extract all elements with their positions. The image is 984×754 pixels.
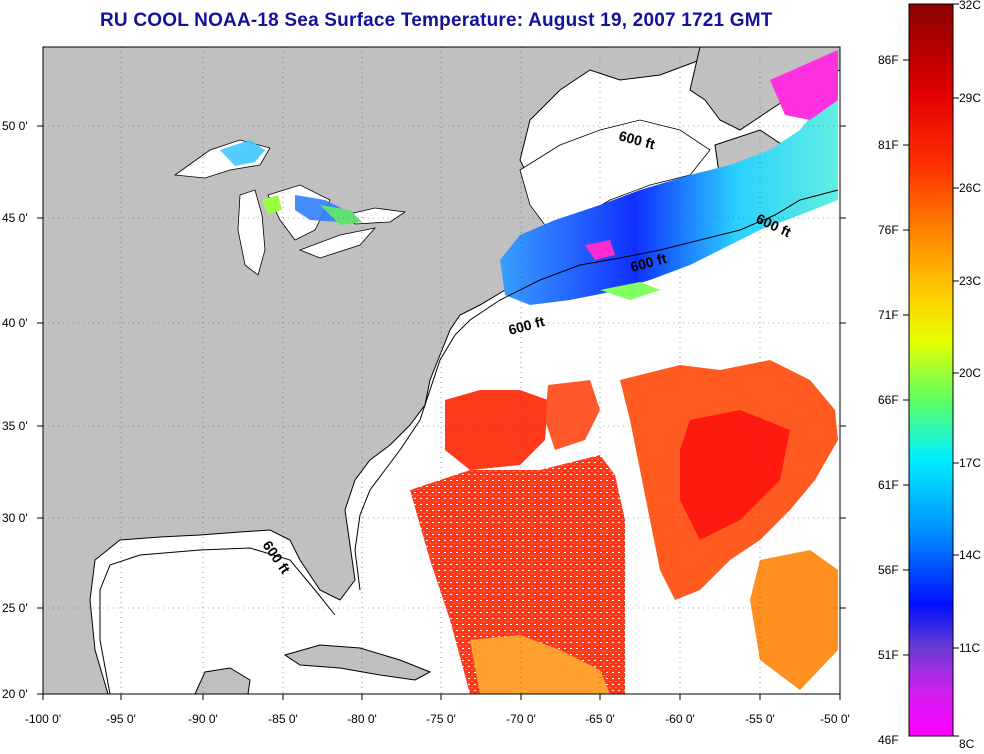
colorbar-f-label: 51F (878, 648, 899, 662)
colorbar-f-label: 86F (878, 53, 899, 67)
map-title: RU COOL NOAA-18 Sea Surface Temperature:… (100, 10, 773, 31)
y-axis-label: 30 0' (2, 511, 28, 525)
contour-600ft-southeast (354, 334, 456, 591)
cape-hatteras-warm-sst (445, 390, 548, 470)
x-axis-label: -85 0' (268, 712, 298, 726)
north-cold-water-sst (500, 95, 838, 305)
x-axis-label: -80 0' (347, 712, 377, 726)
colorbar-c-label: 29C (959, 91, 981, 105)
colorbar-f-label: 76F (878, 223, 899, 237)
colorbar-f-label: 56F (878, 563, 899, 577)
labrador-magenta-sst (770, 50, 838, 120)
lake-superior-sst (220, 140, 265, 166)
colorbar-c-label: 8C (959, 737, 975, 751)
lake-erie (298, 227, 377, 259)
colorbar-f-label: 66F (878, 393, 899, 407)
lake-michigan (237, 189, 266, 276)
x-axis-label: -95 0' (106, 712, 136, 726)
colorbar-ticks (903, 3, 959, 737)
east-swath-orange-lower (750, 550, 838, 690)
colorbar-f-label: 71F (878, 308, 899, 322)
contour-600ft-atlantic (454, 189, 839, 336)
colorbar-c-label: 17C (959, 456, 981, 470)
y-axis-label: 45 0' (2, 211, 28, 225)
colorbar (908, 3, 954, 737)
east-swath-red-core (680, 410, 790, 540)
x-axis-label: -90 0' (188, 712, 218, 726)
colorbar-c-label: 11C (959, 641, 980, 655)
colorbar-c-label: 20C (959, 366, 981, 380)
colorbar-f-label: 46F (878, 733, 899, 747)
bahamas-orange (470, 635, 610, 694)
colorbar-f-label: 81F (878, 138, 899, 152)
y-axis-label: 20 0' (2, 687, 28, 701)
west-swath-sst (410, 455, 625, 694)
x-axis-label: -65 0' (585, 712, 615, 726)
lake-huron-green (320, 205, 362, 225)
y-axis-label: 35 0' (2, 419, 28, 433)
x-axis-label: -50 0' (820, 712, 850, 726)
colorbar-c-label: 14C (959, 548, 981, 562)
mid-atlantic-warm-sst (545, 380, 600, 450)
y-axis-label: 40 0' (2, 316, 28, 330)
x-axis-label: -60 0' (665, 712, 695, 726)
x-axis-label: -55 0' (745, 712, 775, 726)
x-axis-label: -75 0' (426, 712, 456, 726)
x-axis-label: -70 0' (506, 712, 536, 726)
contour-600ft-gulf (99, 547, 336, 695)
lake-michigan-green (262, 195, 282, 214)
axis-ticks (37, 125, 846, 700)
colorbar-c-label: 23C (959, 274, 981, 288)
cuba-land (283, 644, 432, 681)
nova-scotia-magenta (585, 240, 615, 260)
y-axis-label: 50 0' (2, 119, 28, 133)
colorbar-c-label: 26C (959, 181, 981, 195)
colorbar-c-label: 32C (959, 0, 981, 12)
colorbar-f-label: 61F (878, 478, 899, 492)
y-axis-label: 25 0' (2, 601, 28, 615)
x-axis-label: -100 0' (25, 712, 61, 726)
gulf-maine-green (600, 282, 660, 300)
